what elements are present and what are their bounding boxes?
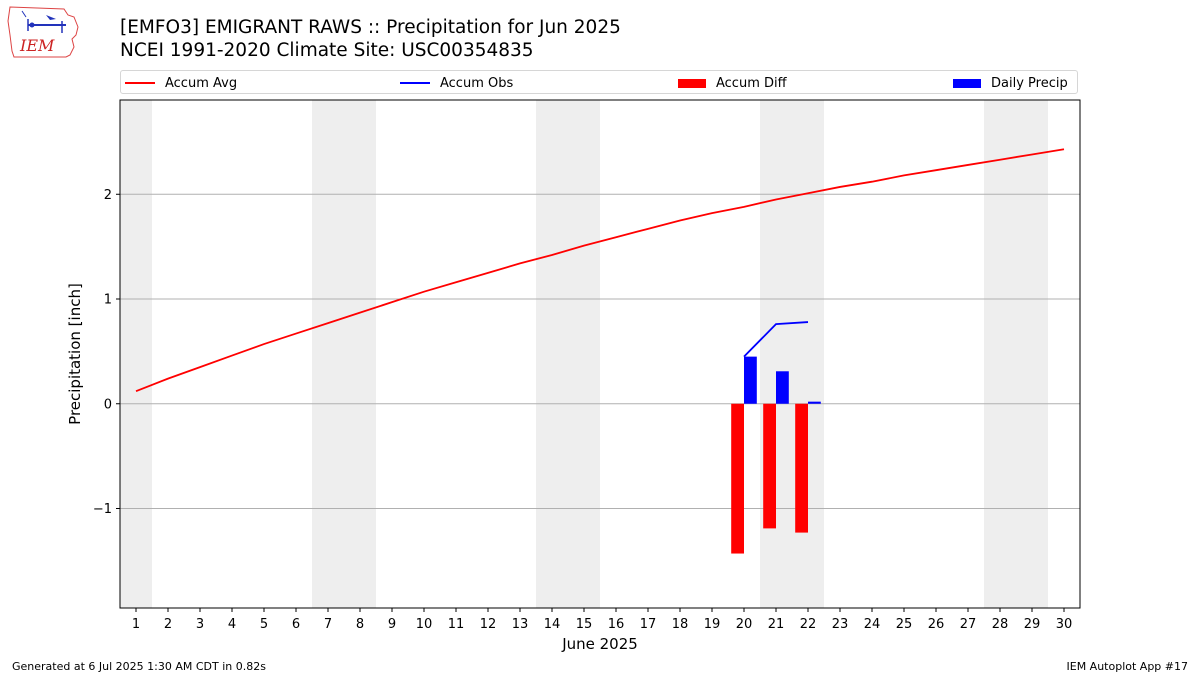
x-axis-ticks: 1 2 3 4 5 6 7 8 9 10 11 12 13 14 15 16 17 18 19 20 21 22 23 24 2… [132, 608, 1072, 632]
legend-swatch-accum-diff [678, 78, 706, 88]
legend-label-accum-diff: Accum Diff [716, 75, 787, 91]
line-accum-avg [135, 148, 1065, 393]
bar-accum-diff-day-22 [795, 403, 808, 533]
legend-swatch-daily-precip [953, 78, 981, 88]
legend-label-accum-obs: Accum Obs [440, 75, 514, 91]
x-tick-label: 1 [132, 617, 140, 632]
bar-daily-precip-day-22 [808, 401, 821, 404]
x-tick-label: 8 [356, 617, 364, 632]
generated-timestamp: Generated at 6 Jul 2025 1:30 AM CDT in 0… [12, 660, 266, 673]
x-tick-label: 14 [544, 617, 561, 632]
logo-text: IEM [19, 36, 55, 55]
legend-item-accum-obs: Accum Obs [400, 74, 513, 92]
x-tick-label: 20 [736, 617, 753, 632]
x-tick-label: 6 [292, 617, 300, 632]
x-tick-label: 24 [864, 617, 881, 632]
legend-label-accum-avg: Accum Avg [165, 75, 238, 91]
y-tick-label: 2 [104, 188, 112, 203]
x-tick-label: 15 [576, 617, 593, 632]
weekend-band-3 [536, 100, 600, 608]
x-axis-label: June 2025 [561, 635, 638, 653]
y-tick-label: −1 [93, 502, 112, 517]
x-tick-label: 30 [1056, 617, 1073, 632]
x-tick-label: 11 [448, 617, 465, 632]
bar-daily-precip-day-20 [744, 356, 757, 404]
weekend-band-5 [984, 100, 1048, 608]
x-tick-label: 29 [1024, 617, 1041, 632]
x-tick-label: 19 [704, 617, 721, 632]
grid-lines [120, 193, 1080, 509]
x-tick-label: 16 [608, 617, 625, 632]
x-tick-label: 13 [512, 617, 529, 632]
x-tick-label: 27 [960, 617, 977, 632]
plot-frame [119, 99, 1081, 609]
bars [731, 356, 821, 554]
chart-title: [EMFO3] EMIGRANT RAWS :: Precipitation f… [120, 17, 621, 38]
x-tick-label: 3 [196, 617, 204, 632]
bar-accum-diff-day-21 [763, 403, 776, 529]
legend-swatch-accum-avg [125, 82, 155, 84]
x-tick-label: 12 [480, 617, 497, 632]
x-tick-label: 22 [800, 617, 817, 632]
x-tick-label: 23 [832, 617, 849, 632]
app-label: IEM Autoplot App #17 [1066, 660, 1189, 673]
weekend-shading [120, 100, 1048, 608]
x-tick-label: 28 [992, 617, 1009, 632]
y-tick-label: 1 [104, 293, 112, 308]
y-tick-label: 0 [104, 397, 112, 412]
x-tick-label: 17 [640, 617, 657, 632]
x-tick-label: 18 [672, 617, 689, 632]
x-tick-label: 2 [164, 617, 172, 632]
legend: Accum Avg Accum Obs Accum Diff Daily Pre… [120, 70, 1078, 94]
legend-item-daily-precip: Daily Precip [953, 74, 1068, 92]
x-tick-label: 26 [928, 617, 945, 632]
weekend-band-1 [120, 100, 152, 608]
iem-logo: IEM [6, 5, 82, 63]
bar-accum-diff-day-20 [731, 403, 744, 554]
legend-item-accum-diff: Accum Diff [678, 74, 787, 92]
chart-subtitle: NCEI 1991-2020 Climate Site: USC00354835 [120, 40, 534, 61]
legend-swatch-accum-obs [400, 82, 430, 84]
legend-label-daily-precip: Daily Precip [991, 75, 1068, 91]
x-tick-label: 9 [388, 617, 396, 632]
x-tick-label: 10 [416, 617, 433, 632]
line-accum-obs [743, 321, 809, 358]
weekend-band-4 [760, 100, 824, 608]
x-tick-label: 7 [324, 617, 332, 632]
weekend-band-2 [312, 100, 376, 608]
y-axis-label: Precipitation [inch] [66, 283, 84, 425]
series-lines [135, 148, 1065, 393]
bar-daily-precip-day-21 [776, 371, 789, 404]
x-tick-label: 25 [896, 617, 913, 632]
legend-item-accum-avg: Accum Avg [125, 74, 237, 92]
x-tick-label: 4 [228, 617, 236, 632]
x-tick-label: 21 [768, 617, 785, 632]
y-axis-ticks: −1 0 1 2 [93, 188, 120, 517]
x-tick-label: 5 [260, 617, 268, 632]
